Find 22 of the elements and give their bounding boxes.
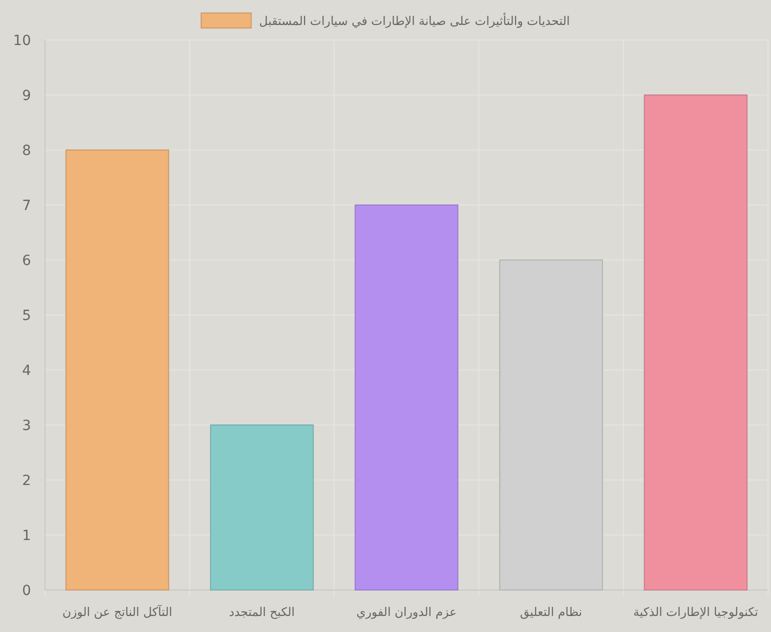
x-tick-label: التآكل الناتج عن الوزن	[62, 604, 172, 619]
y-tick-label: 2	[22, 473, 31, 489]
bar	[644, 94, 748, 590]
x-tick-label: تكنولوجيا الإطارات الذكية	[633, 605, 758, 619]
y-tick-label: 10	[13, 33, 31, 49]
bar	[210, 424, 314, 590]
legend-label: التحديات والتأثيرات على صيانة الإطارات في سيارات المستقبل	[259, 12, 570, 28]
y-tick-label: 7	[22, 198, 31, 214]
y-tick-label: 6	[22, 253, 32, 269]
x-tick-label: الكبح المتجدد	[229, 605, 295, 619]
y-tick-label: 3	[22, 418, 31, 434]
bar	[65, 150, 170, 590]
y-tick-label: 8	[22, 143, 31, 159]
y-tick-label: 5	[22, 308, 31, 324]
bar	[354, 204, 458, 590]
bar	[499, 260, 603, 590]
y-tick-label: 1	[22, 528, 31, 544]
y-tick-label: 9	[22, 88, 31, 104]
y-tick-label: 0	[22, 583, 31, 599]
x-tick-label: نظام التعليق	[520, 605, 582, 619]
x-tick-label: عزم الدوران الفوري	[356, 605, 457, 619]
y-tick-label: 4	[22, 363, 32, 379]
